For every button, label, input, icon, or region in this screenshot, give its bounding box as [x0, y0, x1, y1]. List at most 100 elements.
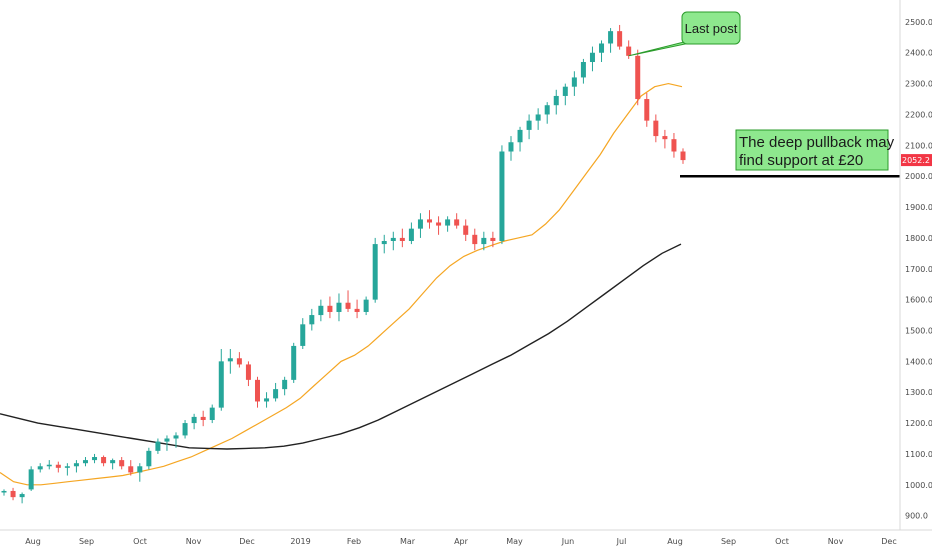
time-tick-labels: Aug Sep Oct Nov Dec 2019 Feb Mar Apr May Jun Jul Aug… — [25, 537, 897, 546]
candle — [499, 145, 505, 245]
candle — [399, 228, 405, 248]
candle — [644, 92, 650, 127]
candle — [508, 136, 514, 161]
candle-body — [381, 240, 387, 245]
candle-body — [626, 46, 632, 56]
price-tick-label: 1300.0 — [905, 388, 932, 397]
candlestick-layer — [1, 24, 686, 504]
moving-average-layer — [0, 82, 683, 486]
candle — [264, 392, 270, 408]
last-post-callout: Last post — [628, 11, 741, 57]
candle-body — [200, 416, 206, 420]
candle — [1, 489, 7, 496]
candle — [599, 40, 605, 63]
price-axis[interactable]: 2500.0 2400.0 2300.0 2200.0 2100.0 2000.0 1900… — [899, 0, 932, 530]
candle — [617, 24, 623, 50]
price-tick-label: 1000.0 — [905, 481, 932, 490]
candle-body — [445, 219, 451, 226]
candle — [490, 231, 496, 248]
candle — [128, 460, 134, 476]
candle-body — [436, 222, 442, 226]
candle — [363, 296, 369, 316]
time-tick-label: 2019 — [290, 537, 310, 546]
candle-body — [327, 305, 333, 312]
candle — [580, 58, 586, 84]
moving-average-orange — [0, 82, 683, 486]
price-tick-label: 1100.0 — [905, 450, 932, 459]
candle-body — [73, 463, 79, 467]
support-callout-line1: The deep pullback may — [739, 134, 895, 151]
candle — [64, 463, 70, 476]
candle — [101, 455, 107, 467]
candle — [273, 382, 279, 402]
time-tick-label: May — [506, 537, 523, 546]
time-tick-label: Jun — [561, 537, 575, 546]
candle-body — [101, 457, 107, 464]
candle — [110, 458, 116, 470]
candle-body — [164, 438, 170, 442]
candle — [571, 71, 577, 96]
candle — [635, 49, 641, 106]
time-tick-label: Aug — [667, 537, 683, 546]
candle — [182, 419, 188, 439]
candle — [345, 290, 351, 312]
candle-body — [46, 464, 52, 467]
candle — [354, 299, 360, 319]
candle-body — [264, 398, 270, 402]
candle-body — [671, 139, 677, 152]
candle — [282, 376, 288, 396]
time-tick-label: Oct — [775, 537, 789, 546]
candle — [191, 413, 197, 430]
candle-body — [273, 389, 279, 399]
candle — [535, 108, 541, 130]
candle — [46, 460, 52, 470]
candle — [164, 435, 170, 451]
candle — [662, 129, 668, 149]
time-tick-label: Dec — [239, 537, 254, 546]
candle — [37, 463, 43, 473]
candle-body — [508, 142, 514, 152]
candle-body — [291, 345, 297, 380]
candle-body — [92, 457, 98, 461]
candle — [73, 460, 79, 473]
candle-body — [499, 151, 505, 241]
candle — [589, 46, 595, 72]
candle — [19, 492, 25, 504]
candle-body — [64, 466, 70, 468]
candle-body — [37, 466, 43, 470]
price-tick-label: 1500.0 — [905, 326, 932, 335]
candle-body — [19, 494, 25, 498]
candle-body — [218, 361, 224, 408]
candle-body — [119, 460, 125, 467]
candle-body — [300, 324, 306, 346]
candle-body — [635, 55, 641, 100]
candle-body — [472, 234, 478, 245]
candle — [472, 228, 478, 251]
candle-body — [589, 52, 595, 63]
price-tick-label: 1700.0 — [905, 265, 932, 274]
time-tick-label: Feb — [347, 537, 361, 546]
time-tick-label: Mar — [400, 537, 416, 546]
time-axis[interactable]: Aug Sep Oct Nov Dec 2019 Feb Mar Apr May Jun Jul Aug… — [0, 529, 932, 546]
candle-body — [463, 225, 469, 235]
candle — [245, 361, 251, 387]
candle-body — [354, 308, 360, 312]
candle — [517, 126, 523, 152]
candle-body — [427, 219, 433, 223]
price-tick-label: 1400.0 — [905, 357, 932, 366]
candle — [236, 352, 242, 368]
candle — [445, 216, 451, 232]
candle-body — [254, 379, 260, 402]
candle — [408, 222, 414, 245]
candle — [137, 463, 143, 482]
time-tick-label: Sep — [721, 537, 736, 546]
candle — [291, 342, 297, 383]
candle — [318, 299, 324, 322]
price-tick-label: 2100.0 — [905, 141, 932, 150]
candle-body — [408, 228, 414, 241]
support-callout: The deep pullback may find support at £2… — [735, 129, 895, 171]
candle-body — [236, 358, 242, 365]
candle-body — [191, 416, 197, 424]
candle-body — [517, 129, 523, 143]
